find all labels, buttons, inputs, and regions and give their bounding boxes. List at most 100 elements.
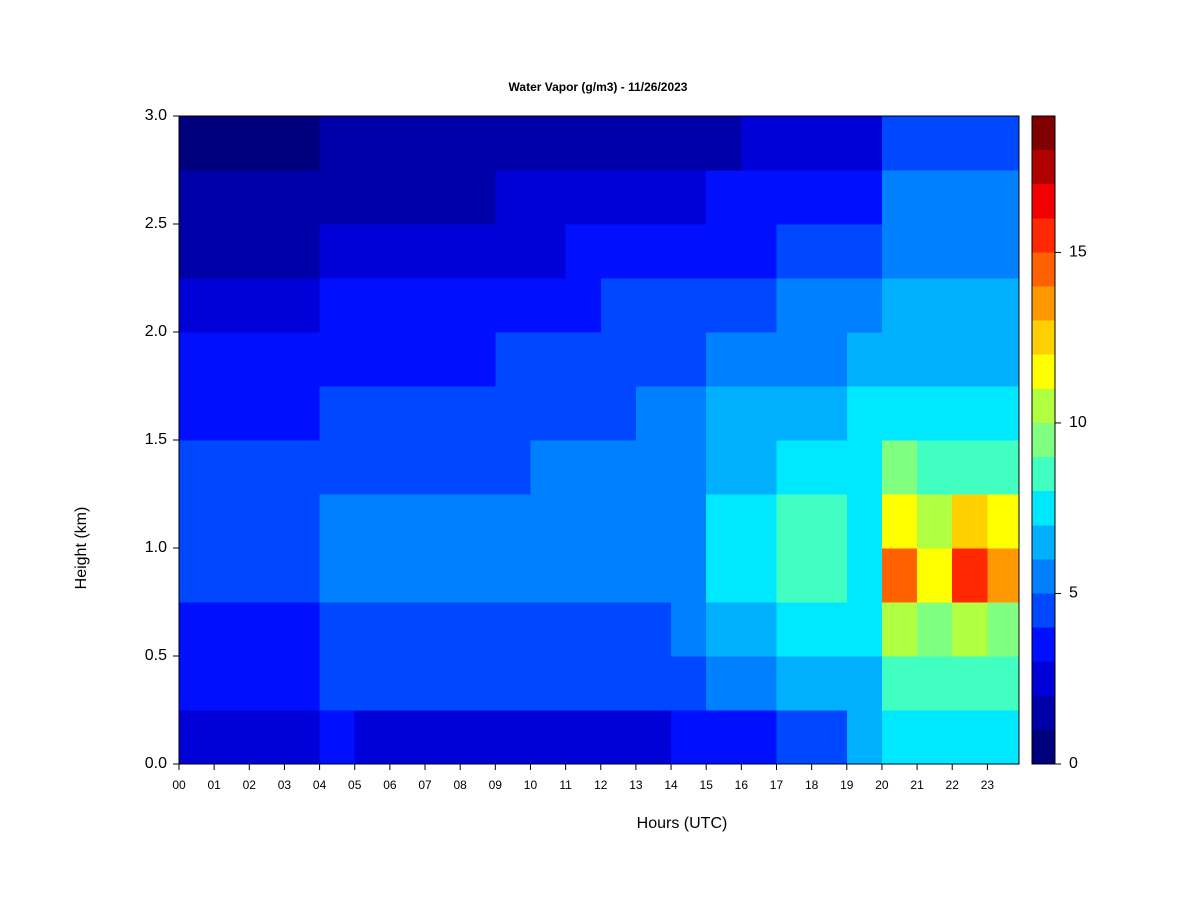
- heatmap-cell: [706, 278, 742, 333]
- heatmap-cell: [635, 386, 672, 441]
- heatmap-cell: [635, 710, 672, 764]
- heatmap-cell: [319, 656, 356, 711]
- heatmap-cell: [741, 710, 778, 764]
- colorbar-band: [1032, 661, 1055, 696]
- heatmap-cell: [635, 548, 672, 603]
- heatmap-cell: [460, 548, 496, 603]
- heatmap-cell: [600, 602, 637, 657]
- heatmap-cell: [214, 386, 250, 441]
- heatmap-cell: [425, 494, 461, 549]
- heatmap-cell: [425, 332, 461, 387]
- heatmap-cell: [179, 332, 215, 387]
- heatmap-cell: [460, 494, 496, 549]
- heatmap-cell: [671, 386, 707, 441]
- heatmap-cell: [741, 116, 778, 171]
- heatmap-cell: [249, 386, 286, 441]
- heatmap-cell: [530, 224, 567, 279]
- x-tick-label: 07: [418, 778, 432, 792]
- chart-title: Water Vapor (g/m3) - 11/26/2023: [509, 80, 688, 94]
- colorbar-frame: [1031, 115, 1056, 765]
- heatmap-cell: [214, 440, 250, 495]
- heatmap-cell: [249, 548, 286, 603]
- x-tick-label: 18: [805, 778, 819, 792]
- colorbar-band: [1032, 150, 1055, 185]
- x-tick-label: 21: [910, 778, 924, 792]
- heatmap-cell: [741, 170, 778, 225]
- heatmap-cell: [354, 548, 391, 603]
- heatmap-cell: [741, 278, 778, 333]
- heatmap-cell: [460, 224, 496, 279]
- heatmap-cell: [600, 224, 637, 279]
- heatmap-cell: [776, 494, 813, 549]
- heatmap-cell: [600, 494, 637, 549]
- heatmap-cell: [425, 224, 461, 279]
- heatmap-cell: [249, 332, 286, 387]
- heatmap-cell: [495, 494, 532, 549]
- heatmap-cell: [565, 440, 602, 495]
- heatmap-cell: [776, 278, 813, 333]
- heatmap-cell: [214, 116, 250, 171]
- heatmap-cell: [706, 710, 742, 764]
- heatmap-cell: [776, 332, 813, 387]
- heatmap-cell: [671, 332, 707, 387]
- heatmap-cell: [706, 602, 742, 657]
- heatmap-cell: [319, 710, 356, 764]
- heatmap-cell: [179, 386, 215, 441]
- heatmap-cell: [495, 602, 532, 657]
- heatmap-cell: [952, 224, 988, 279]
- colorbar-band: [1032, 627, 1055, 662]
- heatmap-cell: [284, 224, 321, 279]
- heatmap-cell: [846, 602, 883, 657]
- heatmap-cell: [565, 116, 602, 171]
- heatmap-cell: [600, 656, 637, 711]
- heatmap-cell: [776, 170, 813, 225]
- heatmap-cell: [776, 224, 813, 279]
- heatmap-cell: [214, 224, 250, 279]
- heatmap-cell: [495, 656, 532, 711]
- heatmap-cell: [425, 386, 461, 441]
- heatmap-cell: [917, 656, 953, 711]
- heatmap-cell: [319, 224, 356, 279]
- heatmap-cell: [389, 440, 426, 495]
- heatmap-cell: [179, 494, 215, 549]
- heatmap-cell: [425, 710, 461, 764]
- heatmap-cell: [776, 440, 813, 495]
- heatmap-cell: [706, 656, 742, 711]
- heatmap-cell: [495, 278, 532, 333]
- heatmap-cell: [284, 386, 321, 441]
- heatmap-cell: [671, 116, 707, 171]
- x-tick-label: 15: [700, 778, 714, 792]
- heatmap-cell: [460, 386, 496, 441]
- heatmap-cell: [284, 494, 321, 549]
- x-tick-label: 14: [664, 778, 678, 792]
- heatmap-cell: [846, 440, 883, 495]
- heatmap-cell: [530, 278, 567, 333]
- heatmap-cell: [706, 386, 742, 441]
- heatmap-cell: [214, 548, 250, 603]
- heatmap-cell: [179, 116, 215, 171]
- colorbar-tick-label: 5: [1069, 585, 1078, 602]
- colorbar-band: [1032, 559, 1055, 594]
- heatmap-cell: [811, 656, 848, 711]
- heatmap-cell: [671, 278, 707, 333]
- heatmap-cell: [460, 710, 496, 764]
- y-tick-label: 1.0: [145, 539, 167, 556]
- heatmap-cell: [425, 116, 461, 171]
- x-tick-label: 03: [278, 778, 292, 792]
- heatmap-cell: [319, 386, 356, 441]
- heatmap-cell: [389, 602, 426, 657]
- heatmap-cell: [881, 548, 918, 603]
- heatmap-cell: [495, 332, 532, 387]
- heatmap-cell: [530, 440, 567, 495]
- heatmap-cell: [881, 278, 918, 333]
- heatmap-cell: [319, 116, 356, 171]
- heatmap-cell: [741, 386, 778, 441]
- heatmap-cell: [354, 224, 391, 279]
- heatmap-cell: [811, 710, 848, 764]
- heatmap-cell: [987, 278, 1019, 333]
- heatmap-cell: [846, 224, 883, 279]
- heatmap-cell: [319, 548, 356, 603]
- heatmap-cell: [776, 548, 813, 603]
- heatmap-cell: [846, 656, 883, 711]
- heatmap-cell: [565, 656, 602, 711]
